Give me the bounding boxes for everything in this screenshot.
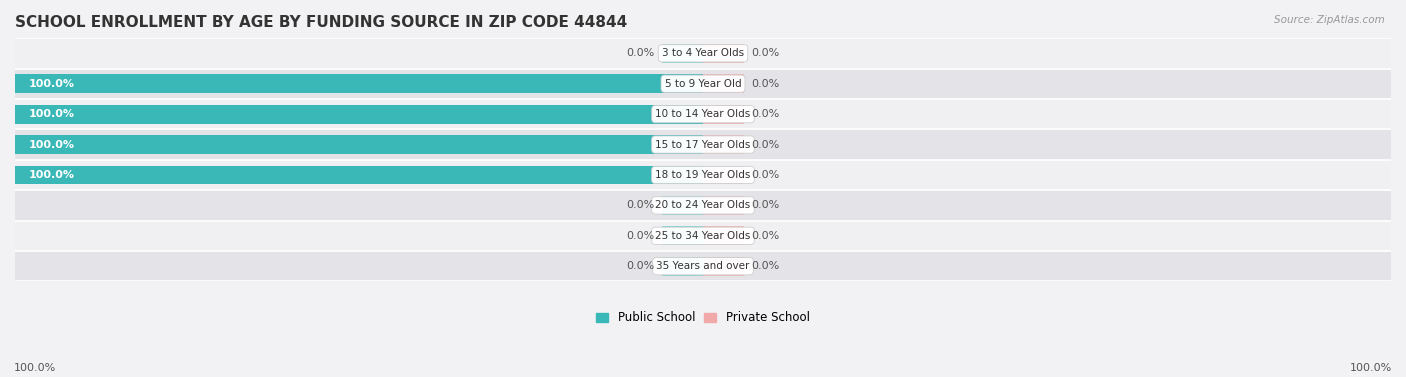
- Text: 100.0%: 100.0%: [1350, 363, 1392, 373]
- Text: 0.0%: 0.0%: [627, 231, 655, 241]
- Text: 25 to 34 Year Olds: 25 to 34 Year Olds: [655, 231, 751, 241]
- Text: 0.0%: 0.0%: [751, 79, 779, 89]
- Text: 100.0%: 100.0%: [28, 139, 75, 150]
- Text: 100.0%: 100.0%: [28, 109, 75, 119]
- Text: 100.0%: 100.0%: [28, 79, 75, 89]
- Text: 3 to 4 Year Olds: 3 to 4 Year Olds: [662, 48, 744, 58]
- Bar: [15, 105, 703, 124]
- Bar: [15, 129, 1391, 160]
- Text: 0.0%: 0.0%: [627, 48, 655, 58]
- Bar: [703, 105, 744, 124]
- Bar: [662, 226, 703, 245]
- Bar: [15, 166, 703, 184]
- Bar: [15, 221, 1391, 251]
- Text: 18 to 19 Year Olds: 18 to 19 Year Olds: [655, 170, 751, 180]
- Text: Source: ZipAtlas.com: Source: ZipAtlas.com: [1274, 15, 1385, 25]
- Legend: Public School, Private School: Public School, Private School: [592, 307, 814, 329]
- Bar: [703, 196, 744, 215]
- Text: 0.0%: 0.0%: [751, 231, 779, 241]
- Bar: [15, 74, 703, 93]
- Text: 0.0%: 0.0%: [751, 48, 779, 58]
- Bar: [703, 166, 744, 184]
- Text: 0.0%: 0.0%: [751, 109, 779, 119]
- Text: 10 to 14 Year Olds: 10 to 14 Year Olds: [655, 109, 751, 119]
- Text: 0.0%: 0.0%: [627, 201, 655, 210]
- Bar: [15, 190, 1391, 221]
- Text: 15 to 17 Year Olds: 15 to 17 Year Olds: [655, 139, 751, 150]
- Bar: [703, 226, 744, 245]
- Bar: [662, 257, 703, 276]
- Text: 100.0%: 100.0%: [28, 170, 75, 180]
- Bar: [15, 99, 1391, 129]
- Bar: [15, 160, 1391, 190]
- Text: 0.0%: 0.0%: [751, 170, 779, 180]
- Text: 0.0%: 0.0%: [751, 261, 779, 271]
- Bar: [662, 44, 703, 63]
- Bar: [703, 257, 744, 276]
- Bar: [15, 135, 703, 154]
- Bar: [662, 196, 703, 215]
- Text: 0.0%: 0.0%: [627, 261, 655, 271]
- Text: SCHOOL ENROLLMENT BY AGE BY FUNDING SOURCE IN ZIP CODE 44844: SCHOOL ENROLLMENT BY AGE BY FUNDING SOUR…: [15, 15, 627, 30]
- Text: 20 to 24 Year Olds: 20 to 24 Year Olds: [655, 201, 751, 210]
- Bar: [703, 74, 744, 93]
- Bar: [15, 251, 1391, 281]
- Bar: [703, 44, 744, 63]
- Bar: [15, 69, 1391, 99]
- Text: 100.0%: 100.0%: [14, 363, 56, 373]
- Text: 35 Years and over: 35 Years and over: [657, 261, 749, 271]
- Bar: [15, 38, 1391, 69]
- Text: 0.0%: 0.0%: [751, 201, 779, 210]
- Text: 5 to 9 Year Old: 5 to 9 Year Old: [665, 79, 741, 89]
- Text: 0.0%: 0.0%: [751, 139, 779, 150]
- Bar: [703, 135, 744, 154]
